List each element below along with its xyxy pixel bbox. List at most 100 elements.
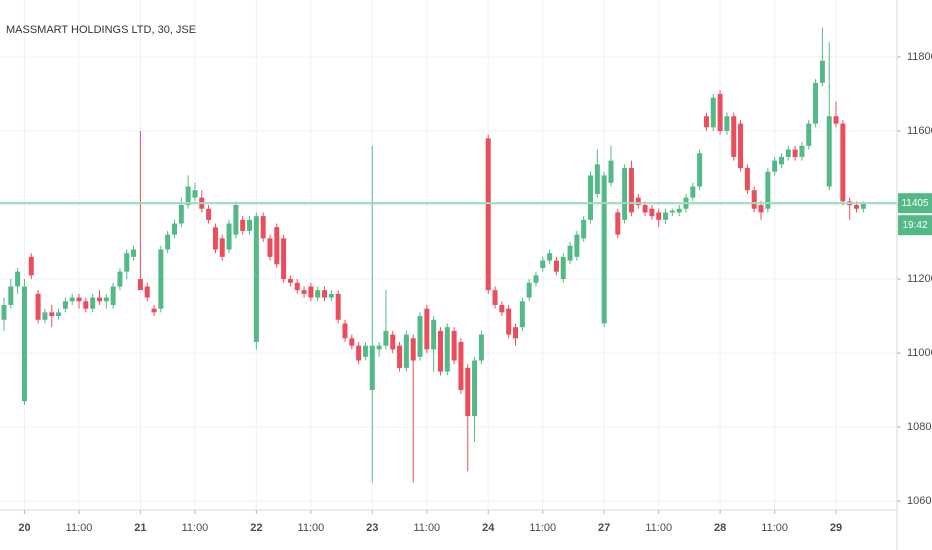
candle-body <box>356 345 362 361</box>
candle-body <box>526 282 532 298</box>
candle-body <box>717 94 723 132</box>
candle-body <box>76 297 82 302</box>
candle-body <box>56 312 62 317</box>
candle-body <box>294 282 300 291</box>
candle-body <box>15 271 21 287</box>
candle-body <box>819 60 825 83</box>
candle-body <box>806 123 812 146</box>
candle-body <box>410 338 416 361</box>
x-tick-label: 11:00 <box>529 522 556 534</box>
candle-body <box>813 82 819 124</box>
candle-body <box>28 256 34 276</box>
candle-body <box>608 160 614 183</box>
x-tick-label: 23 <box>366 522 378 534</box>
candle-body <box>478 334 484 361</box>
candle-body <box>833 116 839 124</box>
candle-body <box>751 190 757 209</box>
candle-body <box>697 153 703 187</box>
candle-body <box>342 323 348 339</box>
candle-body <box>826 116 832 187</box>
candle-body <box>594 164 600 194</box>
candle-body <box>656 212 662 220</box>
labels: 106001080011000112001140011600118002011:… <box>18 51 932 534</box>
candle-body <box>622 168 628 220</box>
last-price-box <box>898 193 932 214</box>
candles <box>0 27 897 483</box>
candle-body <box>131 249 137 257</box>
candle-body <box>778 156 784 165</box>
candle-body <box>281 238 287 280</box>
candle-body <box>854 205 859 209</box>
candle-body <box>117 271 123 287</box>
x-tick-label: 11:00 <box>298 522 325 534</box>
candle-body <box>519 301 525 328</box>
candle-body <box>642 205 648 213</box>
candle-body <box>260 216 266 239</box>
candle-body <box>574 234 580 257</box>
candle-body <box>151 308 157 313</box>
x-tick-label: 11:00 <box>66 522 93 534</box>
y-tick-label: 11000 <box>907 347 932 359</box>
candle-body <box>581 219 587 239</box>
x-tick-label: 11:00 <box>645 522 672 534</box>
candle-body <box>499 304 505 313</box>
candle-body <box>628 168 634 213</box>
candle-body <box>267 238 273 257</box>
candle-body <box>185 186 191 206</box>
candle-body <box>553 260 559 272</box>
candle-body <box>362 345 368 357</box>
candle-body <box>513 327 518 339</box>
candle-body <box>308 286 314 298</box>
candle-body <box>458 341 464 391</box>
candle-body <box>390 334 396 350</box>
candle-body <box>1 304 7 320</box>
candle-body <box>90 297 96 309</box>
candle-body <box>560 256 566 280</box>
candle-body <box>178 205 184 224</box>
candle-body <box>703 116 709 128</box>
candle-body <box>233 205 239 235</box>
candle-body <box>192 190 198 198</box>
candle-body <box>840 123 846 202</box>
candle-body <box>62 301 68 309</box>
candle-body <box>663 212 669 220</box>
candle-body <box>860 203 866 209</box>
candle-body <box>172 223 177 235</box>
candle-body <box>472 360 478 416</box>
candle-body <box>465 367 471 416</box>
candle-body <box>335 293 341 320</box>
candle-body <box>212 227 218 250</box>
y-tick-label: 10600 <box>907 495 932 507</box>
candle-body <box>431 319 437 350</box>
candle-body <box>369 345 375 391</box>
x-tick-label: 29 <box>830 522 842 534</box>
candle-body <box>383 330 389 346</box>
candle-body <box>437 330 443 372</box>
candle-body <box>35 293 41 320</box>
candle-body <box>301 290 307 294</box>
candle-body <box>397 345 403 368</box>
candle-body <box>328 293 334 298</box>
candle-body <box>49 312 55 317</box>
candle-body <box>315 290 321 298</box>
x-tick-label: 21 <box>134 522 146 534</box>
candle-body <box>96 297 102 302</box>
candle-body <box>21 286 27 402</box>
candle-body <box>240 219 246 231</box>
y-tick-label: 11800 <box>907 51 932 63</box>
candle-body <box>287 279 293 283</box>
candle-body <box>601 175 607 324</box>
candle-body <box>765 171 771 209</box>
candle-body <box>615 212 621 235</box>
y-tick-label: 10800 <box>907 421 932 433</box>
candle-body <box>758 205 764 213</box>
candle-body <box>274 227 280 265</box>
x-tick-label: 11:00 <box>182 522 209 534</box>
y-tick-label: 11200 <box>907 273 932 285</box>
candle-body <box>165 234 171 250</box>
candle-body <box>247 219 253 231</box>
candle-body <box>724 116 730 132</box>
candle-body <box>226 223 232 250</box>
candle-body <box>253 216 259 342</box>
candle-body <box>785 149 791 157</box>
